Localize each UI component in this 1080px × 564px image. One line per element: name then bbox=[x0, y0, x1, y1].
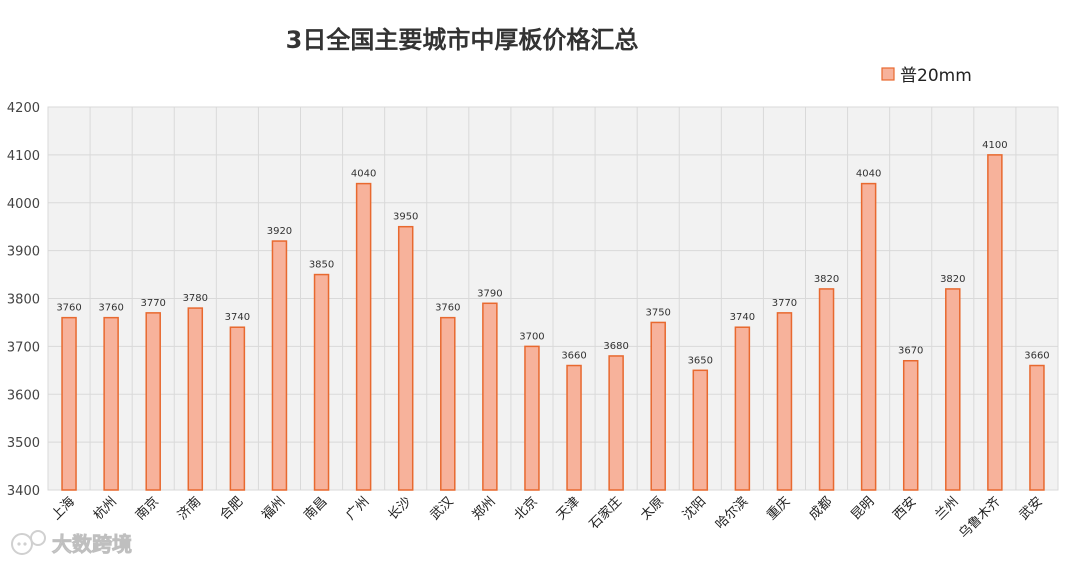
data-label: 3770 bbox=[140, 298, 165, 309]
category-label: 兰州 bbox=[933, 494, 962, 523]
data-label: 3660 bbox=[1024, 351, 1049, 362]
data-label: 3750 bbox=[645, 307, 670, 318]
data-label: 4040 bbox=[856, 169, 881, 180]
category-label: 石家庄 bbox=[586, 494, 625, 533]
data-label: 3660 bbox=[561, 351, 586, 362]
data-label: 3760 bbox=[56, 303, 81, 314]
data-label: 4100 bbox=[982, 140, 1007, 151]
y-axis-ticks: 3400 3500 3600 3700 3800 3900 4000 4100 4200 bbox=[7, 101, 40, 499]
bar bbox=[524, 345, 540, 491]
y-tick-label: 3900 bbox=[7, 245, 40, 260]
bars bbox=[61, 154, 1045, 491]
y-tick-label: 3800 bbox=[7, 293, 40, 308]
bar bbox=[313, 273, 330, 491]
category-label: 北京 bbox=[512, 494, 541, 523]
category-label: 成都 bbox=[806, 494, 835, 523]
bar bbox=[902, 359, 919, 491]
data-label: 3760 bbox=[98, 303, 123, 314]
bar bbox=[566, 364, 582, 491]
bar bbox=[776, 312, 793, 491]
bar bbox=[355, 182, 372, 491]
category-label: 上海 bbox=[49, 494, 78, 523]
bar bbox=[1029, 364, 1045, 491]
category-label: 天津 bbox=[554, 494, 583, 523]
data-label: 3820 bbox=[940, 274, 965, 285]
bar bbox=[734, 326, 751, 491]
bar bbox=[440, 316, 456, 491]
category-labels: 上海 杭州 南京 济南 合肥 福州 南昌 广州 长沙 武汉 郑州 北京 天津 石家庄 太原 沈阳 哈尔滨 重庆 成都… bbox=[49, 494, 1046, 542]
bar bbox=[692, 369, 709, 491]
data-label: 3790 bbox=[477, 288, 502, 299]
bar bbox=[229, 326, 246, 491]
data-label: 3740 bbox=[730, 312, 755, 323]
data-labels: 3760 3760 3770 3780 3740 3920 3850 4040 3950 3760… bbox=[56, 140, 1049, 366]
gridlines bbox=[47, 106, 1059, 491]
category-label: 广州 bbox=[343, 494, 372, 523]
category-label: 太原 bbox=[638, 494, 667, 523]
legend-label: 普20mm bbox=[900, 66, 972, 86]
bar bbox=[187, 307, 204, 491]
data-label: 3780 bbox=[183, 293, 208, 304]
category-label: 武汉 bbox=[428, 494, 457, 523]
data-label: 3680 bbox=[603, 341, 628, 352]
data-label: 3700 bbox=[519, 331, 544, 342]
data-label: 3740 bbox=[225, 312, 250, 323]
watermark-text: 大数跨境 bbox=[52, 532, 132, 556]
category-label: 乌鲁木齐 bbox=[956, 494, 1004, 542]
category-label: 南昌 bbox=[301, 494, 331, 524]
data-label: 4040 bbox=[351, 169, 376, 180]
bar bbox=[608, 355, 624, 491]
bar bbox=[818, 288, 835, 491]
category-label: 重庆 bbox=[764, 494, 794, 524]
category-label: 长沙 bbox=[386, 494, 415, 523]
bar bbox=[482, 302, 498, 491]
bar bbox=[987, 154, 1003, 491]
category-label: 杭州 bbox=[91, 494, 120, 523]
data-label: 3920 bbox=[267, 226, 292, 237]
bar bbox=[103, 316, 119, 491]
bar bbox=[397, 225, 414, 491]
y-tick-label: 4100 bbox=[7, 149, 40, 164]
bar bbox=[945, 288, 961, 491]
category-label: 武安 bbox=[1017, 494, 1046, 523]
y-tick-label: 3400 bbox=[7, 484, 40, 499]
bar bbox=[271, 240, 288, 491]
y-tick-label: 4200 bbox=[7, 101, 40, 116]
y-tick-label: 4000 bbox=[7, 197, 40, 212]
y-tick-label: 3600 bbox=[7, 388, 40, 403]
data-label: 3670 bbox=[898, 346, 923, 357]
data-label: 3770 bbox=[772, 298, 797, 309]
category-label: 合肥 bbox=[217, 494, 246, 523]
y-tick-label: 3700 bbox=[7, 340, 40, 355]
watermark: 大数跨境 bbox=[11, 530, 132, 556]
data-label: 3820 bbox=[814, 274, 839, 285]
bar bbox=[650, 321, 666, 491]
chart-title: 3日全国主要城市中厚板价格汇总 bbox=[286, 26, 639, 54]
bar bbox=[61, 316, 77, 491]
data-label: 3950 bbox=[393, 212, 418, 223]
chat-bubble-logo-icon bbox=[11, 530, 46, 555]
category-label: 南京 bbox=[132, 494, 162, 524]
bar bbox=[145, 312, 161, 491]
bar bbox=[860, 182, 877, 491]
data-label: 3760 bbox=[435, 303, 460, 314]
data-label: 3850 bbox=[309, 260, 334, 271]
legend: 普20mm bbox=[881, 66, 972, 86]
category-label: 福州 bbox=[259, 494, 288, 523]
category-label: 郑州 bbox=[470, 494, 499, 523]
y-tick-label: 3500 bbox=[7, 436, 40, 451]
category-label: 哈尔滨 bbox=[712, 494, 751, 533]
category-label: 济南 bbox=[174, 494, 204, 524]
category-label: 昆明 bbox=[848, 494, 877, 523]
data-label: 3650 bbox=[688, 355, 713, 366]
legend-swatch bbox=[881, 67, 895, 81]
category-label: 西安 bbox=[891, 494, 920, 523]
category-label: 沈阳 bbox=[680, 494, 709, 523]
